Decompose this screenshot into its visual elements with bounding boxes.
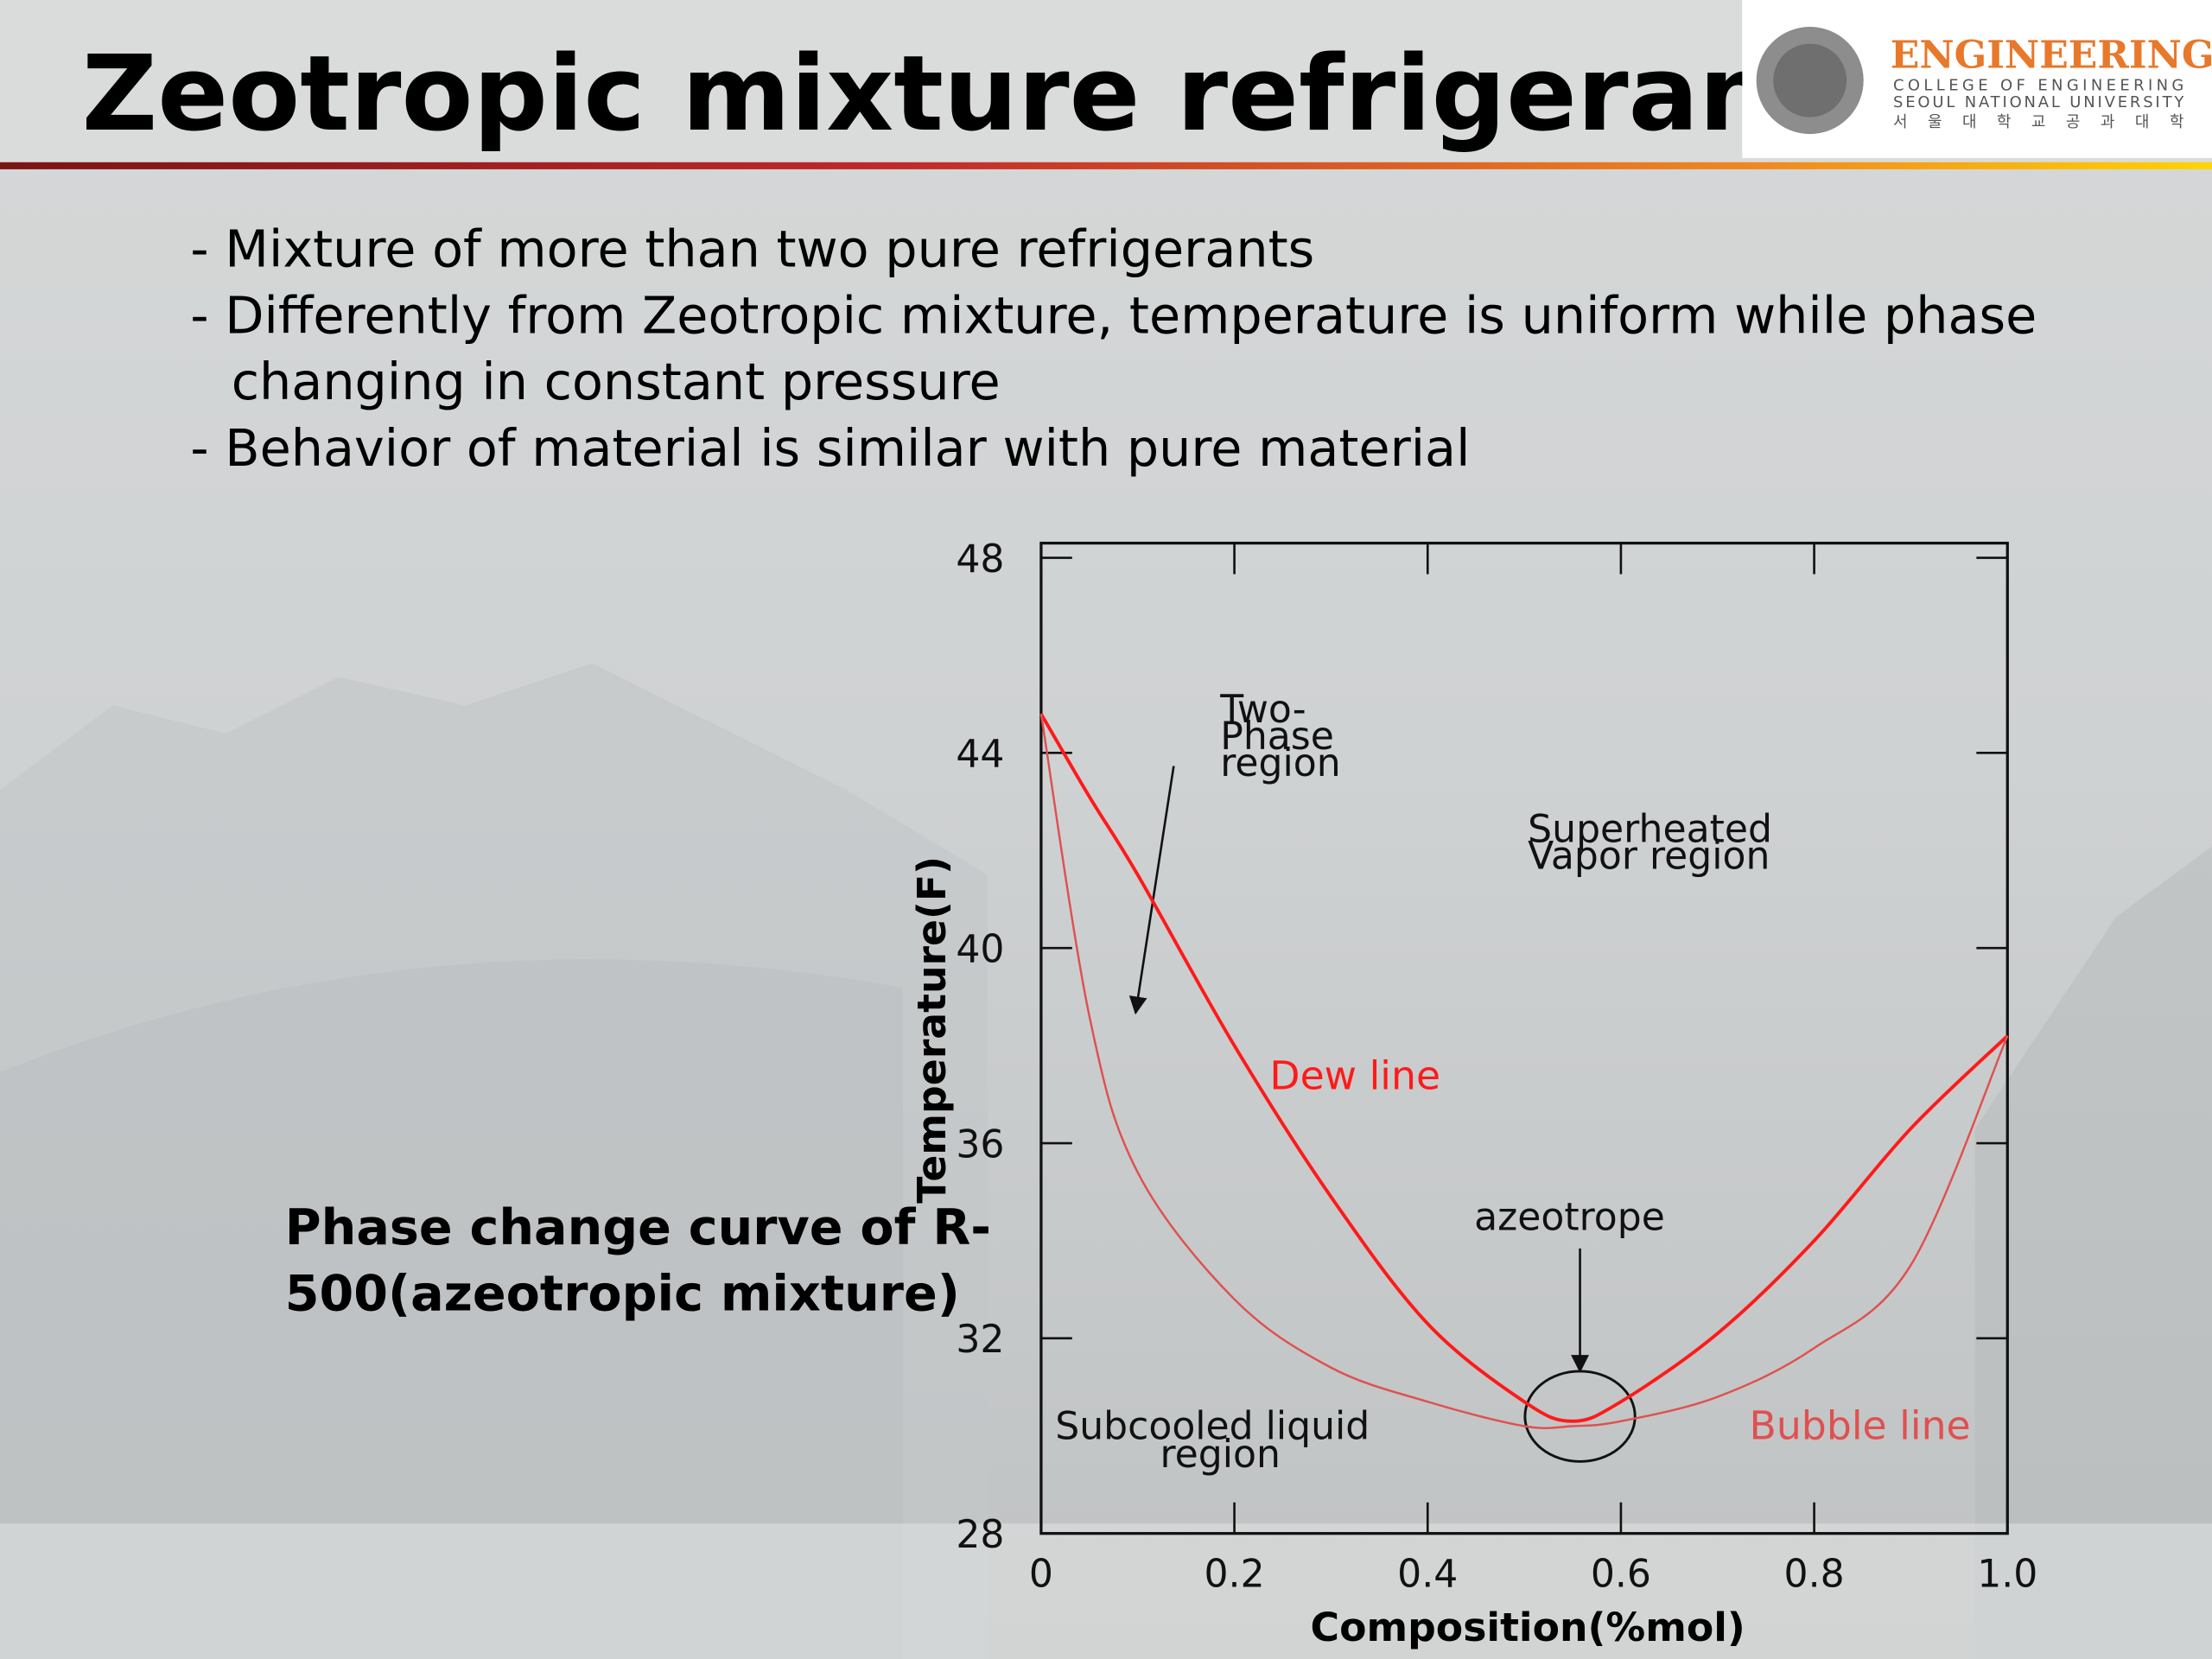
- logo-line: SEOUL NATIONAL UNIVERSITY: [1893, 93, 2183, 111]
- bullet-line: - Mixture of more than two pure refriger…: [190, 219, 1314, 279]
- caption-line: Phase change curve of R-: [285, 1199, 991, 1256]
- series-line: [1039, 713, 2009, 1423]
- logo-seal-inner: [1773, 43, 1847, 118]
- annotation: Phase: [1220, 715, 1334, 759]
- chart: 28 32 36 40 44 48 0 0.2 0.4 0.6 0.8 1.0 Composition(…: [909, 537, 2037, 1650]
- bullet-line: - Differently from Zeotropic mixture, te…: [190, 285, 2037, 345]
- bullet-line: - Behavior of material is similar with p…: [190, 418, 1470, 478]
- slide-title: Zeotropic mixture refrigerant: [82, 34, 1823, 155]
- footer-band: [0, 1523, 2212, 1659]
- header-rule: [0, 162, 2212, 169]
- x-axis-label: Composition(%mol): [1311, 1605, 1745, 1650]
- caption: Phase change curve of R- 500(azeotropic m…: [285, 1199, 991, 1323]
- y-tick-label: 44: [956, 733, 1004, 777]
- logo: ENGINEERING COLLEGE OF ENGINEERING SEOUL…: [1742, 0, 2212, 158]
- y-tick-label: 48: [956, 537, 1004, 582]
- y-tick-label: 28: [956, 1513, 1004, 1557]
- x-tick-label: 1.0: [1977, 1553, 2037, 1597]
- ridge-shape: [1974, 846, 2212, 1659]
- annotation: Superheated: [1528, 808, 1772, 852]
- series-label: Dew line: [1269, 1052, 1440, 1098]
- annotation: Subcooled liquid: [1055, 1404, 1370, 1448]
- annotation: azeotrope: [1474, 1196, 1665, 1240]
- azeotrope-circle: [1523, 1370, 1637, 1463]
- logo-line: COLLEGE OF ENGINEERING: [1893, 76, 2183, 94]
- logo-name: ENGINEERING: [1891, 33, 2212, 77]
- y-tick-label: 36: [956, 1122, 1004, 1166]
- annotation-arrow: [1128, 766, 1175, 1015]
- mountain-shape: [0, 663, 988, 1659]
- x-tick-label: 0.6: [1591, 1553, 1651, 1597]
- annotation: Two-: [1219, 688, 1306, 732]
- x-tick-label: 0.4: [1397, 1553, 1458, 1597]
- y-tick-label: 40: [956, 928, 1004, 972]
- series-line: [1039, 713, 2009, 1430]
- y-tick-label: 32: [956, 1318, 1004, 1362]
- annotation: region: [1160, 1433, 1281, 1477]
- annotation: region: [1220, 741, 1340, 785]
- bullet-list: - Mixture of more than two pure refriger…: [190, 219, 2037, 478]
- lake-shape: [0, 959, 903, 1659]
- bullet-line: changing in constant pressure: [232, 352, 1001, 411]
- series-label: Bubble line: [1749, 1402, 1970, 1448]
- annotation: Vapor region: [1528, 835, 1770, 879]
- x-tick-label: 0.8: [1784, 1553, 1845, 1597]
- logo-line: 서 울 대 학 교 공 과 대 학: [1893, 113, 2183, 131]
- caption-line: 500(azeotropic mixture): [285, 1266, 960, 1323]
- x-tick-label: 0.2: [1205, 1553, 1265, 1597]
- y-axis-label: Temperature(F): [909, 856, 955, 1204]
- x-tick-label: 0: [1029, 1553, 1053, 1597]
